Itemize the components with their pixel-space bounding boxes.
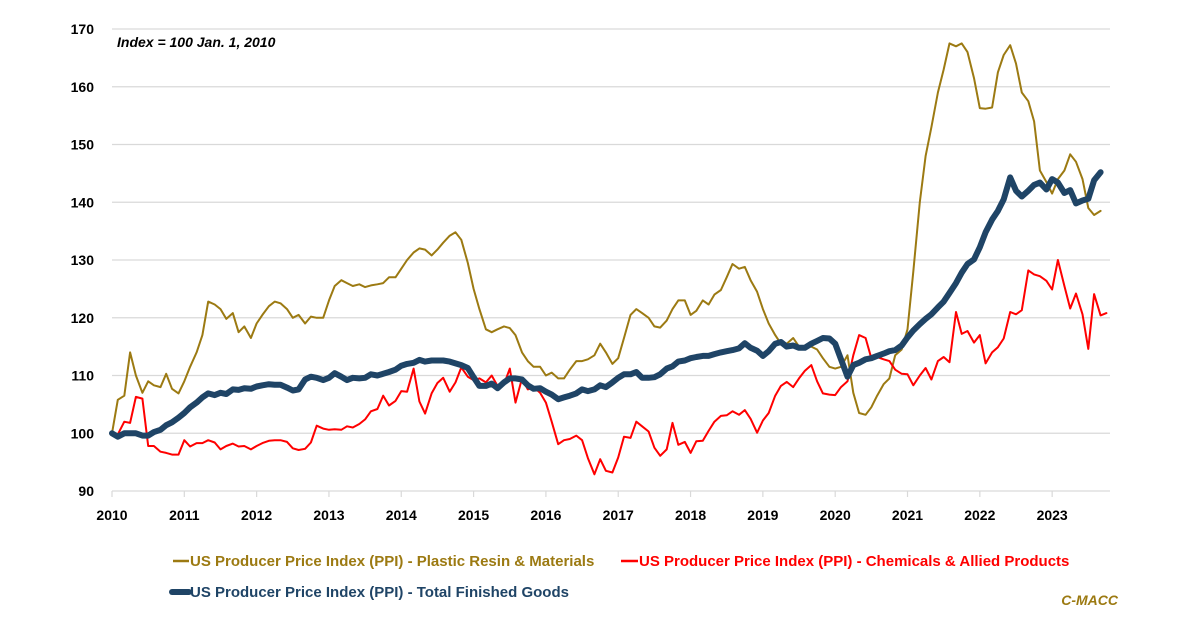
x-tick-label: 2018 <box>675 507 706 523</box>
legend: US Producer Price Index (PPI) - Plastic … <box>169 553 1069 601</box>
legend-item-plastic-resin: US Producer Price Index (PPI) - Plastic … <box>173 553 594 570</box>
x-tick-label: 2021 <box>892 507 923 523</box>
y-tick-label: 170 <box>71 21 95 37</box>
x-tick-label: 2019 <box>747 507 778 523</box>
legend-item-chemicals: US Producer Price Index (PPI) - Chemical… <box>621 553 1069 570</box>
y-tick-label: 90 <box>78 483 94 499</box>
y-tick-label: 100 <box>71 425 95 441</box>
y-tick-label: 110 <box>71 368 94 384</box>
series-chemicals <box>111 259 1108 476</box>
x-tick-label: 2020 <box>820 507 851 523</box>
legend-label-finished-goods: US Producer Price Index (PPI) - Total Fi… <box>190 584 569 601</box>
legend-label-chemicals: US Producer Price Index (PPI) - Chemical… <box>639 553 1069 570</box>
y-axis-ticks: 90 100 110 120 130 140 150 160 170 <box>71 21 95 499</box>
series-finished-goods <box>109 169 1104 440</box>
x-tick-label: 2017 <box>603 507 634 523</box>
index-annotation: Index = 100 Jan. 1, 2010 <box>117 34 276 50</box>
x-tick-label: 2023 <box>1037 507 1068 523</box>
x-tick-label: 2010 <box>96 507 127 523</box>
y-tick-label: 140 <box>71 194 95 210</box>
y-tick-label: 120 <box>71 310 95 326</box>
source-credit: C-MACC <box>1061 592 1119 608</box>
x-tick-label: 2022 <box>964 507 995 523</box>
x-axis-ticks: 2010 2011 2012 2013 2014 2015 2016 2017 2018 2019… <box>96 491 1068 523</box>
gridlines <box>112 28 1110 434</box>
series-lines <box>109 42 1108 476</box>
x-tick-label: 2011 <box>169 507 200 523</box>
y-tick-label: 160 <box>71 79 95 95</box>
y-tick-label: 130 <box>71 252 95 268</box>
x-tick-label: 2012 <box>241 507 272 523</box>
x-tick-label: 2016 <box>530 507 561 523</box>
series-plastic-resin <box>111 42 1102 435</box>
legend-label-plastic-resin: US Producer Price Index (PPI) - Plastic … <box>190 553 594 570</box>
y-tick-label: 150 <box>71 137 95 153</box>
x-tick-label: 2015 <box>458 507 489 523</box>
legend-item-finished-goods: US Producer Price Index (PPI) - Total Fi… <box>169 584 569 601</box>
x-tick-label: 2014 <box>386 507 417 523</box>
x-tick-label: 2013 <box>313 507 344 523</box>
